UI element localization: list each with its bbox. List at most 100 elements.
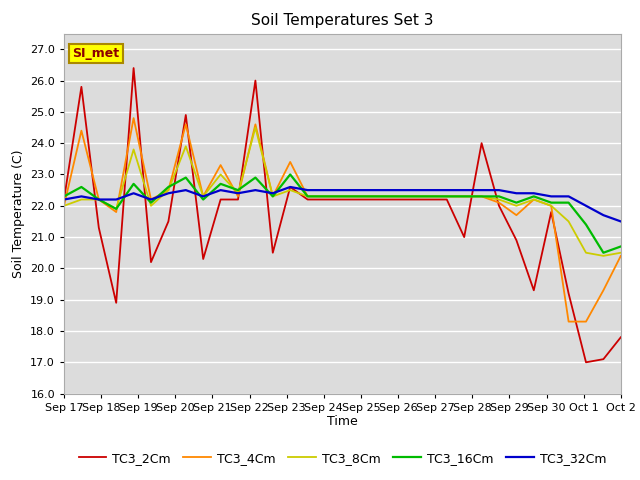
TC3_32Cm <box>95 197 102 203</box>
TC3_2Cm <box>234 197 242 203</box>
TC3_32Cm <box>130 191 138 196</box>
TC3_4Cm <box>164 187 172 193</box>
TC3_8Cm <box>513 203 520 209</box>
TC3_16Cm <box>373 193 381 199</box>
TC3_16Cm <box>460 193 468 199</box>
TC3_16Cm <box>617 243 625 249</box>
TC3_2Cm <box>391 197 399 203</box>
Line: TC3_4Cm: TC3_4Cm <box>64 118 621 322</box>
TC3_8Cm <box>408 193 416 199</box>
TC3_4Cm <box>391 193 399 199</box>
TC3_16Cm <box>234 187 242 193</box>
TC3_32Cm <box>200 193 207 199</box>
TC3_16Cm <box>130 181 138 187</box>
TC3_16Cm <box>269 193 276 199</box>
TC3_8Cm <box>252 125 259 131</box>
TC3_4Cm <box>339 193 346 199</box>
TC3_32Cm <box>582 203 590 209</box>
TC3_2Cm <box>130 65 138 71</box>
TC3_2Cm <box>60 197 68 203</box>
Y-axis label: Soil Temperature (C): Soil Temperature (C) <box>12 149 24 278</box>
TC3_2Cm <box>582 360 590 365</box>
TC3_4Cm <box>182 121 189 127</box>
X-axis label: Time: Time <box>327 415 358 429</box>
TC3_32Cm <box>426 187 433 193</box>
TC3_2Cm <box>252 78 259 84</box>
Text: SI_met: SI_met <box>72 47 120 60</box>
TC3_8Cm <box>269 193 276 199</box>
TC3_16Cm <box>356 193 364 199</box>
TC3_4Cm <box>304 193 312 199</box>
TC3_8Cm <box>234 191 242 196</box>
TC3_4Cm <box>217 162 225 168</box>
TC3_2Cm <box>373 197 381 203</box>
TC3_4Cm <box>130 115 138 121</box>
TC3_16Cm <box>321 193 329 199</box>
TC3_16Cm <box>77 184 85 190</box>
TC3_2Cm <box>200 256 207 262</box>
TC3_16Cm <box>252 175 259 180</box>
TC3_8Cm <box>130 146 138 152</box>
TC3_2Cm <box>147 259 155 265</box>
TC3_8Cm <box>286 187 294 193</box>
TC3_16Cm <box>286 171 294 177</box>
TC3_32Cm <box>113 197 120 203</box>
TC3_32Cm <box>356 187 364 193</box>
TC3_16Cm <box>495 193 503 199</box>
TC3_32Cm <box>182 187 189 193</box>
TC3_16Cm <box>408 193 416 199</box>
TC3_32Cm <box>147 197 155 203</box>
TC3_32Cm <box>530 191 538 196</box>
TC3_16Cm <box>182 175 189 180</box>
TC3_8Cm <box>304 193 312 199</box>
TC3_8Cm <box>617 250 625 256</box>
TC3_32Cm <box>286 184 294 190</box>
TC3_32Cm <box>77 193 85 199</box>
TC3_4Cm <box>513 212 520 218</box>
TC3_8Cm <box>200 193 207 199</box>
TC3_32Cm <box>60 197 68 203</box>
TC3_8Cm <box>477 193 485 199</box>
TC3_8Cm <box>339 193 346 199</box>
TC3_16Cm <box>304 193 312 199</box>
TC3_16Cm <box>113 206 120 212</box>
TC3_16Cm <box>164 184 172 190</box>
TC3_32Cm <box>373 187 381 193</box>
TC3_2Cm <box>95 225 102 230</box>
TC3_16Cm <box>600 250 607 256</box>
Line: TC3_8Cm: TC3_8Cm <box>64 128 621 256</box>
TC3_8Cm <box>147 203 155 209</box>
TC3_8Cm <box>564 218 572 224</box>
TC3_2Cm <box>304 197 312 203</box>
TC3_4Cm <box>547 203 555 209</box>
TC3_16Cm <box>443 193 451 199</box>
TC3_4Cm <box>460 193 468 199</box>
TC3_32Cm <box>321 187 329 193</box>
TC3_2Cm <box>460 234 468 240</box>
TC3_2Cm <box>617 335 625 340</box>
TC3_16Cm <box>564 200 572 205</box>
TC3_32Cm <box>564 193 572 199</box>
TC3_4Cm <box>373 193 381 199</box>
TC3_16Cm <box>547 200 555 205</box>
Line: TC3_16Cm: TC3_16Cm <box>64 174 621 253</box>
TC3_4Cm <box>252 121 259 127</box>
TC3_32Cm <box>339 187 346 193</box>
TC3_2Cm <box>286 184 294 190</box>
TC3_4Cm <box>95 197 102 203</box>
TC3_32Cm <box>600 212 607 218</box>
TC3_8Cm <box>391 193 399 199</box>
TC3_4Cm <box>530 197 538 203</box>
Legend: TC3_2Cm, TC3_4Cm, TC3_8Cm, TC3_16Cm, TC3_32Cm: TC3_2Cm, TC3_4Cm, TC3_8Cm, TC3_16Cm, TC3… <box>74 447 611 469</box>
TC3_4Cm <box>113 209 120 215</box>
TC3_32Cm <box>443 187 451 193</box>
TC3_8Cm <box>356 193 364 199</box>
TC3_2Cm <box>547 209 555 215</box>
TC3_16Cm <box>200 197 207 203</box>
TC3_4Cm <box>600 288 607 293</box>
TC3_16Cm <box>95 197 102 203</box>
TC3_32Cm <box>304 187 312 193</box>
TC3_4Cm <box>426 193 433 199</box>
TC3_2Cm <box>182 112 189 118</box>
TC3_8Cm <box>217 171 225 177</box>
